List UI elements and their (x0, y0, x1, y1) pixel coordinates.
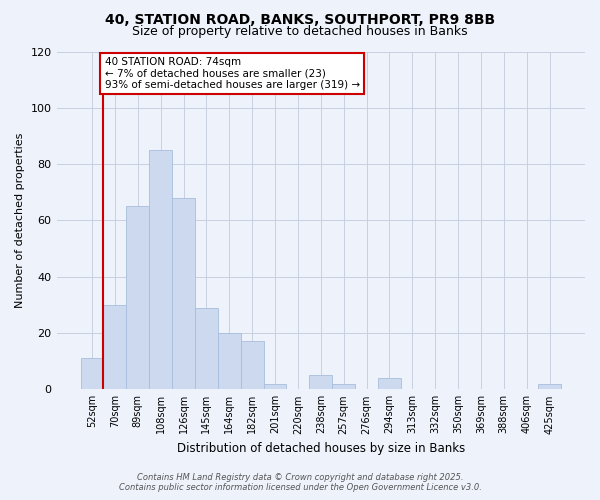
Bar (103, 305, 127, 390)
Bar (195, 308, 218, 390)
Bar (378, 378, 401, 390)
Bar (538, 384, 561, 390)
Bar (80, 358, 103, 390)
Bar (241, 342, 263, 390)
Text: Size of property relative to detached houses in Banks: Size of property relative to detached ho… (132, 25, 468, 38)
Bar (172, 198, 195, 390)
Bar (263, 384, 286, 390)
Text: 40 STATION ROAD: 74sqm
← 7% of detached houses are smaller (23)
93% of semi-deta: 40 STATION ROAD: 74sqm ← 7% of detached … (104, 57, 360, 90)
Bar (332, 384, 355, 390)
Bar (310, 375, 332, 390)
X-axis label: Distribution of detached houses by size in Banks: Distribution of detached houses by size … (176, 442, 465, 455)
Y-axis label: Number of detached properties: Number of detached properties (15, 132, 25, 308)
Bar (149, 150, 172, 390)
Bar (218, 333, 241, 390)
Text: 40, STATION ROAD, BANKS, SOUTHPORT, PR9 8BB: 40, STATION ROAD, BANKS, SOUTHPORT, PR9 … (105, 12, 495, 26)
Bar (127, 206, 149, 390)
Text: Contains HM Land Registry data © Crown copyright and database right 2025.
Contai: Contains HM Land Registry data © Crown c… (119, 473, 481, 492)
